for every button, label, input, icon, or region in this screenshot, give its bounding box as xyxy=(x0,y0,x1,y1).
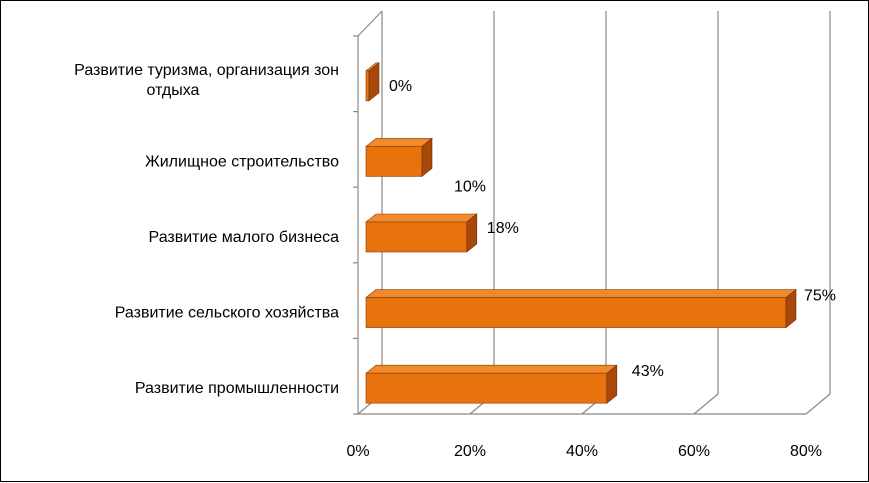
category-label: Развитие промышленности xyxy=(135,380,339,397)
category-label: Развитие туризма, организация зон xyxy=(74,62,339,79)
bar-top-face xyxy=(365,213,478,223)
bar xyxy=(365,70,370,102)
bar-top-face xyxy=(365,364,618,374)
gridline-floor xyxy=(693,393,719,415)
data-label: 0% xyxy=(389,78,412,95)
data-label: 43% xyxy=(632,363,664,380)
bar xyxy=(365,372,608,404)
category-label: отдыха xyxy=(147,82,200,99)
bar xyxy=(365,146,423,177)
x-tick-label: 40% xyxy=(566,443,598,460)
bar-side-face xyxy=(606,364,618,404)
category-label: Развитие малого бизнеса xyxy=(149,229,340,246)
bar-side-face xyxy=(368,62,380,102)
x-tick-label: 80% xyxy=(790,443,822,460)
bar-side-face xyxy=(466,213,478,253)
bar xyxy=(365,221,468,253)
bar-top-face xyxy=(365,138,433,147)
category-label: Жилищное строительство xyxy=(145,153,339,170)
data-label: 18% xyxy=(487,220,519,237)
x-tick-label: 60% xyxy=(678,443,710,460)
data-label: 75% xyxy=(804,288,836,305)
bar xyxy=(365,297,787,328)
left-wall-top-edge xyxy=(357,10,383,37)
gridline-floor xyxy=(805,393,831,415)
category-label: Развитие сельского хозяйства xyxy=(115,305,339,322)
x-tick-label: 20% xyxy=(454,443,486,460)
bar-top-face xyxy=(365,289,797,298)
bar-side-face xyxy=(785,288,797,329)
bar-side-face xyxy=(421,137,433,178)
x-tick-label: 0% xyxy=(346,443,369,460)
data-label: 10% xyxy=(454,178,486,195)
